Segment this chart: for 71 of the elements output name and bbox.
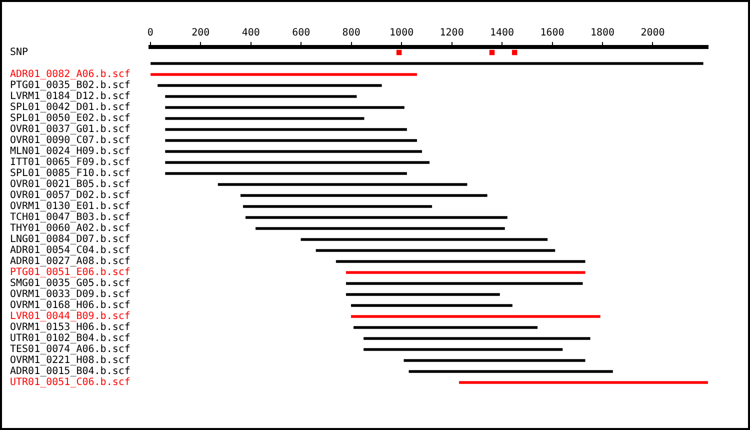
y-tick-label: UTR01_0102_B04.b.scf: [10, 333, 130, 344]
bar: [243, 205, 432, 208]
x-tick-label: 1600: [540, 28, 564, 39]
bar: [165, 117, 364, 120]
y-tick-label: SPL01_0085_F10.b.scf: [10, 168, 130, 180]
y-tick-label: ADR01_0082_A06.b.scf: [10, 69, 130, 80]
bar: [351, 315, 600, 318]
y-tick-label: PTG01_0051_E06.b.scf: [10, 267, 130, 278]
y-tick-label: OVRM1_0221_H08.b.scf: [10, 355, 130, 366]
y-tick-label: SPL01_0050_E02.b.scf: [10, 113, 130, 124]
y-tick-label: OVR01_0037_G01.b.scf: [10, 124, 130, 136]
y-tick-label: OVRM1_0130_E01.b.scf: [10, 201, 130, 212]
x-tick-label: 1200: [440, 28, 464, 39]
bar: [364, 348, 563, 351]
bar: [165, 95, 357, 98]
x-tick-label: 200: [192, 28, 210, 39]
bar: [336, 260, 586, 263]
bar: [158, 84, 382, 87]
y-tick-label: OVRM1_0033_D09.b.scf: [10, 289, 130, 300]
y-tick-label: LNG01_0084_D07.b.scf: [10, 234, 130, 246]
y-tick-label: OVRM1_0153_H06.b.scf: [10, 322, 130, 334]
y-tick-label: LVRM1_0184_D12.b.scf: [10, 91, 130, 102]
bar: [150, 62, 704, 65]
y-tick-label: PTG01_0035_B02.b.scf: [10, 80, 130, 92]
bar: [354, 326, 538, 329]
bar: [165, 128, 407, 131]
x-tick-label: 1400: [490, 28, 514, 39]
y-tick-label: ITT01_0065_F09.b.scf: [10, 157, 130, 168]
bar: [256, 227, 505, 230]
x-tick-label: 800: [342, 28, 360, 39]
y-tick-label: TCH01_0047_B03.b.scf: [10, 212, 130, 224]
bar: [165, 172, 407, 175]
x-tick-label: 600: [292, 28, 310, 39]
y-tick-label: ADR01_0054_C04.b.scf: [10, 245, 130, 256]
x-tick-label: 1000: [390, 28, 414, 39]
y-tick-label: OVR01_0090_C07.b.scf: [10, 135, 130, 146]
y-tick-label: THY01_0060_A02.b.scf: [10, 223, 130, 234]
bar: [165, 139, 417, 142]
bar: [218, 183, 468, 186]
y-tick-label: ADR01_0027_A08.b.scf: [10, 256, 130, 268]
y-tick-label: SPL01_0042_D01.b.scf: [10, 102, 130, 114]
y-tick-label: LVR01_0044_B09.b.scf: [10, 311, 130, 322]
y-tick-label: UTR01_0051_C06.b.scf: [10, 377, 130, 388]
bar: [346, 282, 583, 285]
y-tick-label: OVR01_0021_B05.b.scf: [10, 179, 130, 190]
bar: [364, 337, 590, 340]
y-tick-label: OVRM1_0168_H06.b.scf: [10, 300, 130, 312]
bar: [165, 161, 430, 164]
x-tick-label: 1800: [590, 28, 615, 39]
y-tick-label: SNP: [10, 47, 28, 58]
bar: [346, 271, 586, 274]
bar: [165, 150, 422, 153]
bar: [408, 370, 613, 373]
y-tick-label: MLN01_0024_H09.b.scf: [10, 146, 130, 158]
bar: [150, 73, 417, 76]
bar: [300, 238, 548, 241]
y-tick-label: OVR01_0057_D02.b.scf: [10, 190, 130, 202]
bar: [404, 359, 586, 362]
x-tick-label: 2000: [640, 28, 665, 39]
y-tick-label: SMG01_0035_G05.b.scf: [10, 278, 130, 290]
bar: [165, 106, 404, 109]
bar: [346, 293, 500, 296]
bar: [246, 216, 508, 219]
bar: [316, 249, 556, 252]
bar: [459, 381, 708, 384]
x-tick-label: 400: [242, 28, 260, 39]
y-tick-label: TES01_0074_A06.b.scf: [10, 344, 130, 356]
y-tick-label: ADR01_0015_B04.b.scf: [10, 366, 130, 378]
bar: [351, 304, 512, 307]
x-tick-label: 0: [147, 28, 154, 39]
bar: [240, 194, 488, 197]
